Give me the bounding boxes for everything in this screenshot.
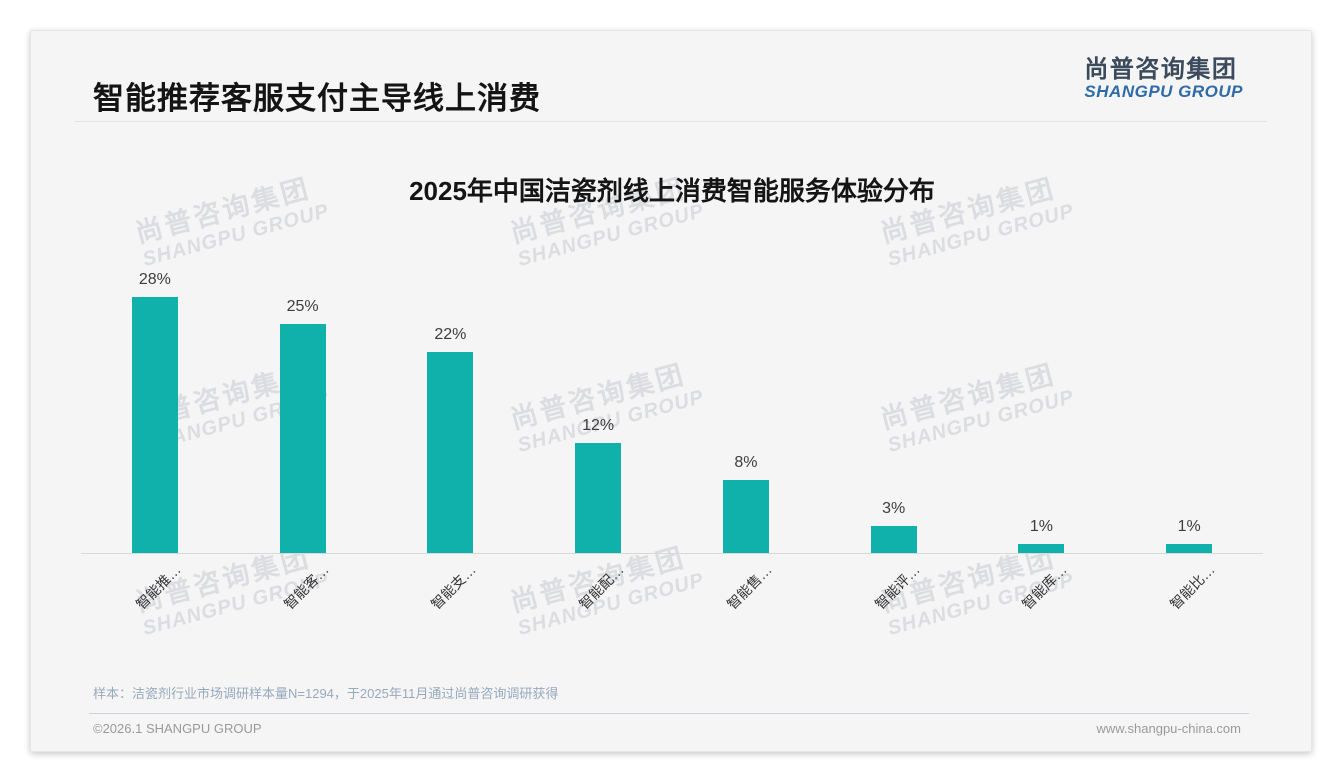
bar-value-label: 1% — [1029, 518, 1053, 535]
bar — [427, 352, 474, 553]
chart-title: 2025年中国洁瓷剂线上消费智能服务体验分布 — [409, 176, 935, 206]
bar — [575, 443, 622, 553]
footer-divider — [89, 713, 1249, 714]
bar — [722, 480, 769, 553]
copyright: ©2026.1 SHANGPU GROUP — [93, 721, 262, 736]
bar — [1166, 544, 1213, 553]
x-axis-label: 智能评… — [871, 561, 923, 613]
x-axis-label: 智能比… — [1166, 561, 1218, 613]
brand-logo-cn: 尚普咨询集团 — [1084, 56, 1238, 83]
x-axis-label: 智能支… — [428, 561, 480, 613]
bar-value-label: 22% — [434, 326, 467, 343]
bar-value-label: 28% — [138, 271, 171, 288]
sample-note: 样本：洁瓷剂行业市场调研样本量N=1294，于2025年11月通过尚普咨询调研获… — [93, 686, 559, 701]
bar — [870, 526, 917, 553]
slide-card: 智能推荐客服支付主导线上消费 尚普咨询集团 SHANGPU GROUP 尚普咨询… — [30, 30, 1312, 752]
x-axis-label: 智能客… — [280, 561, 332, 613]
page-title: 智能推荐客服支付主导线上消费 — [93, 81, 541, 116]
x-axis-label: 智能售… — [723, 561, 775, 613]
brand-logo: 尚普咨询集团 SHANGPU GROUP — [1084, 56, 1243, 102]
bar-value-label: 8% — [734, 454, 758, 471]
bar-value-label: 1% — [1177, 518, 1201, 535]
brand-logo-en: SHANGPU GROUP — [1084, 82, 1243, 102]
title-divider — [75, 121, 1267, 122]
x-axis-label: 智能库… — [1019, 561, 1071, 613]
website: www.shangpu-china.com — [1096, 721, 1241, 736]
x-axis-label: 智能推… — [132, 561, 184, 613]
x-axis-label: 智能配… — [575, 561, 627, 613]
bar-value-label: 3% — [882, 500, 906, 517]
bar — [131, 297, 178, 553]
bar — [279, 324, 326, 553]
bar-value-label: 25% — [286, 298, 319, 315]
bar-chart: 28% 智能推… 25% 智能客… 22% 智能支… 12% 智能配… 8% 智能售… 3% 智能评…… — [81, 253, 1263, 612]
bar-value-label: 12% — [582, 417, 615, 434]
bar — [1018, 544, 1065, 553]
